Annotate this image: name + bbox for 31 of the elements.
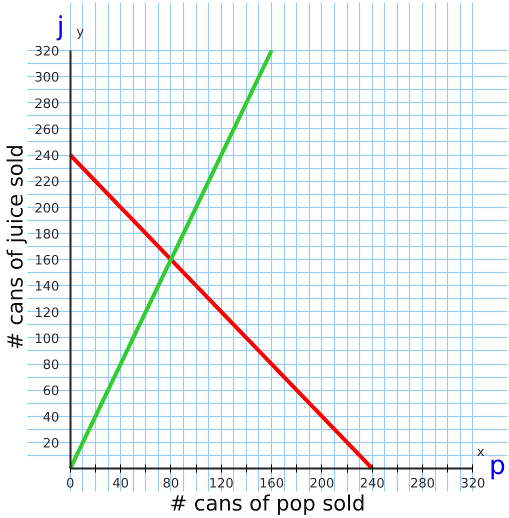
x-tick-label: 320 bbox=[460, 476, 486, 492]
y-tick-label: 160 bbox=[34, 254, 60, 269]
y-tick-label: 120 bbox=[34, 306, 60, 321]
y-tick-label: 260 bbox=[34, 122, 60, 138]
x-tick-label: 240 bbox=[360, 476, 385, 492]
y-tick-label: 220 bbox=[34, 175, 60, 190]
x-tick-label: 280 bbox=[410, 476, 435, 492]
x-tick-label: 0 bbox=[66, 476, 74, 492]
y-tick-label: 240 bbox=[34, 149, 60, 164]
text: p bbox=[489, 451, 506, 482]
y-tick-label: 20 bbox=[42, 436, 60, 452]
x-tick-label: 160 bbox=[259, 476, 284, 492]
y-tick-label: 300 bbox=[34, 70, 60, 86]
y-tick-label: 320 bbox=[34, 44, 60, 60]
y-tick-label: 80 bbox=[42, 358, 60, 374]
x-axis-title: # cans of pop sold bbox=[170, 492, 366, 516]
x-tick-label: 120 bbox=[208, 476, 234, 492]
y-tick-label: 100 bbox=[34, 332, 60, 347]
text: x bbox=[476, 445, 485, 460]
y-tick-label: 180 bbox=[34, 227, 60, 242]
y-tick-label: 140 bbox=[34, 280, 60, 295]
y-tick-label: 60 bbox=[42, 384, 60, 400]
x-tick-label: 80 bbox=[162, 476, 180, 492]
y-tick-label: 280 bbox=[34, 96, 60, 112]
y-tick-label: 40 bbox=[42, 410, 60, 426]
x-tick-label: 40 bbox=[112, 476, 129, 492]
x-tick-label: 200 bbox=[309, 476, 334, 492]
text: j bbox=[56, 12, 64, 42]
text: y bbox=[76, 25, 84, 40]
y-tick-label: 200 bbox=[34, 201, 60, 216]
y-axis-title: # cans of juice sold bbox=[4, 144, 28, 350]
